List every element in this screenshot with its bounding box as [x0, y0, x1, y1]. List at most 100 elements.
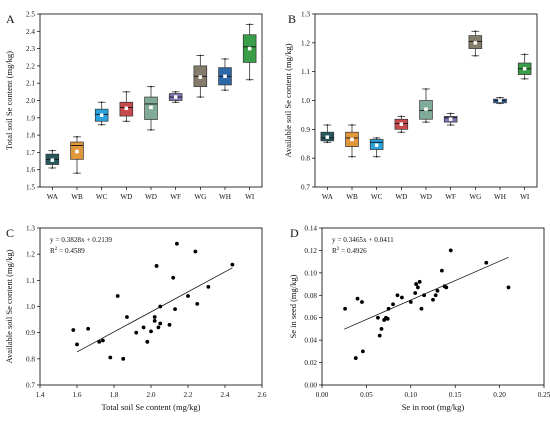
point-min	[474, 54, 477, 57]
y-tick-label: 1.3	[301, 11, 310, 19]
y-tick-label: 0.06	[304, 314, 317, 322]
y-axis-label: Se in seed (mg/kg)	[288, 274, 298, 338]
x-tick-label: WF	[445, 193, 456, 201]
box-mean	[124, 106, 129, 111]
scatter-point	[484, 260, 489, 265]
fit-equation: y = 0.3828x + 0.2139	[50, 236, 112, 244]
point-max	[248, 23, 251, 26]
scatter-point	[391, 302, 395, 307]
y-tick-label: 0.14	[304, 225, 317, 233]
point-max	[474, 30, 477, 33]
scatter-point	[385, 316, 390, 321]
panel-label: D	[290, 226, 299, 240]
y-tick-label: 2.4	[26, 28, 35, 36]
point-min	[523, 77, 526, 80]
box-2	[94, 101, 109, 126]
point-min	[326, 141, 329, 144]
x-tick-label: WD	[145, 193, 157, 201]
point-min	[400, 131, 403, 134]
point-min	[499, 102, 501, 105]
box-mean	[50, 158, 55, 162]
box-mean	[198, 75, 203, 79]
box-8	[242, 23, 257, 81]
scatter-point	[422, 293, 427, 298]
point-min	[174, 101, 177, 104]
panel-label: C	[6, 226, 14, 240]
y-axis-label: Available soil Se content (mg/kg)	[283, 43, 293, 157]
fit-line	[76, 267, 233, 353]
y-tick-label: 0.08	[304, 292, 317, 300]
box-mean	[325, 135, 330, 139]
x-tick-label: WG	[469, 193, 481, 201]
point-min	[51, 167, 54, 169]
panel-c: R2 = 0.4589	[37, 227, 263, 388]
point-max	[100, 101, 103, 104]
x-tick-label: 2.2	[184, 391, 193, 399]
scatter-point	[379, 327, 384, 331]
scatter-point	[71, 328, 76, 332]
scatter-point	[141, 325, 146, 330]
box-mean	[498, 98, 502, 103]
scatter-point	[167, 322, 172, 327]
point-min	[100, 123, 103, 126]
point-min	[351, 155, 353, 158]
scatter-point	[395, 293, 400, 298]
y-tick-label: 1.2	[301, 39, 310, 47]
y-tick-label: 2.2	[26, 62, 35, 70]
point-max	[326, 124, 329, 126]
box-1	[345, 124, 359, 158]
box-6	[468, 30, 483, 57]
scatter-point	[171, 275, 176, 280]
y-tick-label: 1.2	[26, 251, 35, 259]
box-mean	[75, 149, 79, 154]
box-mean	[99, 113, 104, 117]
x-tick-label: WH	[219, 193, 231, 201]
scatter-point	[193, 249, 198, 254]
point-min	[375, 155, 378, 158]
box-8	[517, 53, 532, 80]
x-tick-label: WD	[395, 193, 407, 201]
x-tick-label: WF	[170, 193, 181, 201]
scatter-point	[414, 282, 419, 286]
box-mean	[223, 74, 227, 79]
point-min	[449, 124, 452, 126]
scatter-point	[431, 297, 435, 302]
scatter-point	[419, 306, 424, 311]
y-tick-label: 0.7	[26, 382, 35, 390]
point-max	[199, 54, 202, 57]
y-tick-label: 2.3	[26, 45, 35, 53]
point-max	[76, 135, 78, 138]
scatter-point	[416, 285, 420, 290]
y-tick-label: 0.8	[26, 355, 35, 363]
scatter-point	[154, 264, 159, 268]
point-max	[125, 90, 128, 93]
y-tick-label: 0.00	[304, 382, 317, 390]
point-max	[449, 112, 452, 115]
scatter-point	[433, 293, 438, 298]
y-tick-label: 0.8	[301, 155, 310, 163]
scatter-point	[149, 329, 153, 334]
point-min	[425, 121, 427, 124]
y-tick-label: 1.7	[26, 149, 35, 157]
y-tick-label: 1.6	[26, 166, 35, 174]
box-7	[493, 96, 507, 105]
point-min	[248, 78, 251, 81]
panel-label: B	[288, 12, 296, 26]
scatter-point	[506, 285, 511, 290]
scatter-point	[377, 333, 382, 338]
point-max	[150, 85, 152, 88]
y-tick-label: 1.9	[26, 114, 35, 122]
point-max	[224, 58, 226, 60]
panel-b	[312, 13, 538, 190]
y-tick-label: 0.12	[304, 247, 317, 255]
x-tick-label: 0.00	[316, 391, 329, 399]
x-tick-label: 1.8	[110, 391, 119, 399]
scatter-point	[448, 248, 453, 253]
box-0	[320, 124, 335, 144]
box-1	[70, 135, 84, 175]
y-tick-label: 0.7	[301, 184, 310, 192]
scatter-point	[108, 355, 113, 360]
panel-a	[37, 13, 263, 190]
y-tick-label: 0.9	[26, 329, 35, 337]
